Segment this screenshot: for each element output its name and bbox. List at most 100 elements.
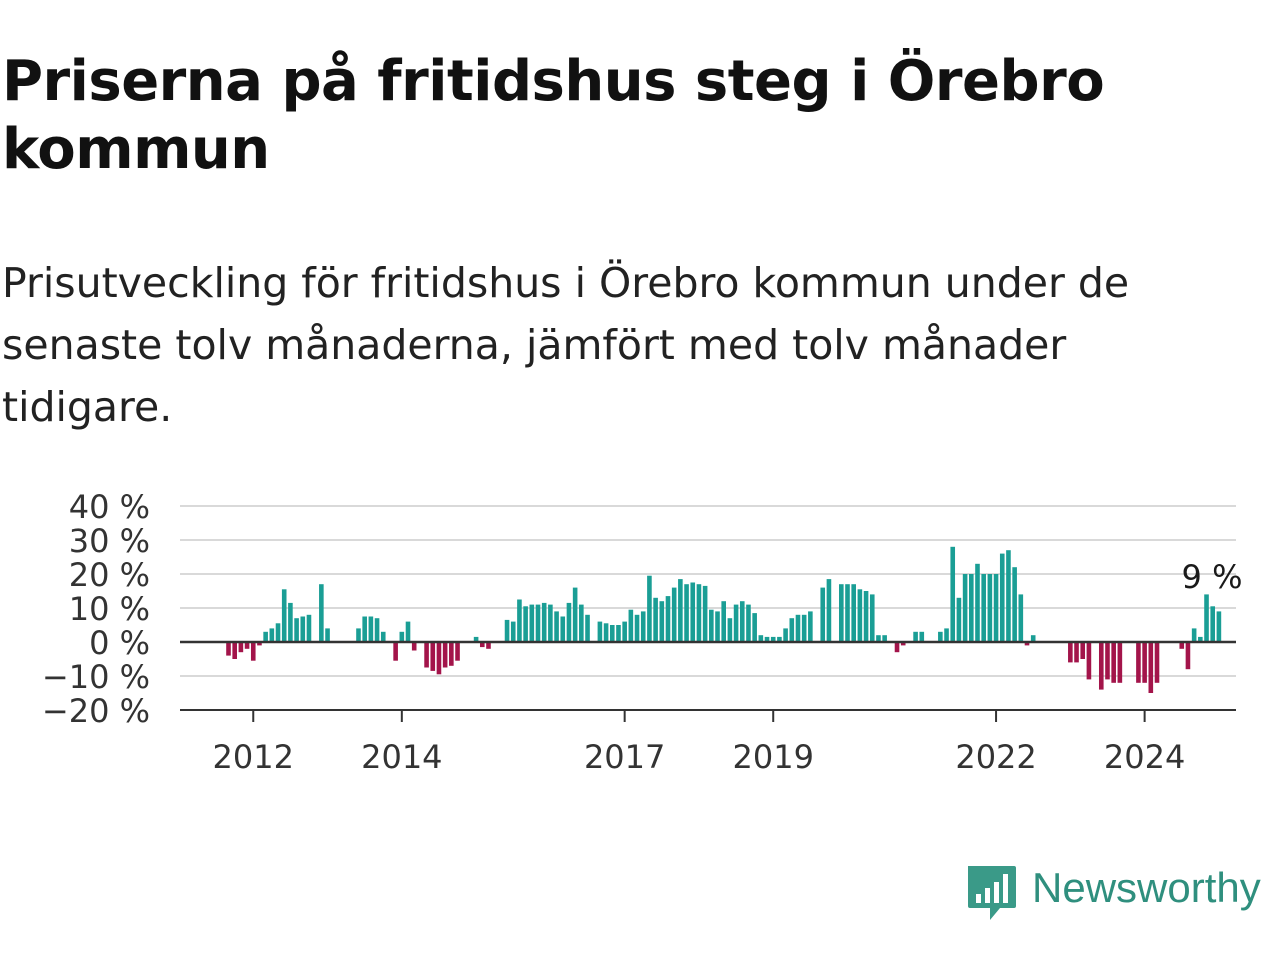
newsworthy-logo-icon [968,866,1016,920]
bar [1068,642,1073,663]
bar [993,574,999,642]
newsworthy-logo: Newsworthy [964,862,1274,926]
bar [1074,642,1079,663]
bar [999,553,1005,642]
bar [1111,642,1116,683]
bar [1204,594,1209,642]
bar [380,631,386,642]
bar [566,602,572,642]
bar [226,642,231,656]
bar [449,642,454,666]
bar [634,614,640,642]
x-tick-label: 2022 [955,738,1036,776]
bar [671,587,677,642]
bar [585,614,590,642]
bar [653,597,658,642]
bar [857,589,863,642]
bar [1098,642,1104,690]
bar [436,642,442,675]
x-tick-label: 2019 [733,738,814,776]
bar [424,642,429,668]
y-axis-labels: 40 %30 %20 %10 %0 %−10 %−20 % [42,488,150,730]
bar [250,642,256,661]
bar [603,623,609,642]
bar [535,604,541,642]
y-tick-label: −20 % [42,692,150,730]
bar [486,642,491,649]
bar [820,587,826,642]
bar [702,585,708,642]
bar [430,642,436,671]
bar [851,584,856,642]
bar [473,636,479,642]
bar [739,601,745,642]
bar [746,604,751,642]
bar [808,611,813,642]
bar [839,584,844,642]
bar [876,635,881,642]
bar [900,642,906,646]
bar [777,636,782,642]
bar [696,584,702,642]
y-tick-label: 30 % [69,522,150,560]
bar [1216,611,1222,642]
bar [882,635,887,642]
bar [770,636,776,642]
bar [541,602,547,642]
bar [609,625,615,642]
bar [356,628,361,642]
bar [1142,642,1147,683]
bar [306,614,312,642]
bar [479,642,485,648]
bar [715,611,720,642]
bar [727,618,733,642]
bar [678,579,683,642]
bars [226,546,1222,693]
bar [1198,636,1203,642]
x-tick-label: 2012 [213,738,294,776]
bar [399,631,405,642]
bar [554,611,559,642]
bar [684,584,689,642]
bar-chart: 40 %30 %20 %10 %0 %−10 %−20 % 2012 2014 20… [42,488,1243,776]
bar [894,642,900,653]
bar [504,619,510,642]
bar [579,604,584,642]
bar [1086,642,1092,680]
bar [510,621,516,642]
bar [758,635,764,642]
bar [1191,628,1197,642]
bar [1179,642,1185,649]
bar [733,604,739,642]
bar [919,631,925,642]
bar [393,642,398,661]
y-tick-label: 0 % [89,624,150,662]
bar [529,604,535,642]
bar [281,589,287,642]
bar [987,574,993,642]
bar [659,601,665,642]
y-tick-label: 40 % [69,488,150,526]
bar [238,642,244,653]
bar [956,597,962,642]
bar [1154,642,1160,683]
bar [783,628,788,642]
bar [1148,642,1154,693]
y-tick-label: 10 % [69,590,150,628]
bar [517,599,522,642]
bar [1210,606,1216,642]
y-tick-label: −10 % [42,658,150,696]
bar [640,611,646,642]
bar [362,616,367,642]
y-tick-label: 20 % [69,556,150,594]
bar [863,591,869,642]
bar [560,616,566,642]
bar [938,631,943,642]
bar [405,621,411,642]
newsworthy-logo-text: Newsworthy [1032,864,1261,911]
bar [1136,642,1141,683]
bar [795,614,801,642]
bar [523,606,528,642]
bar [709,609,714,642]
bar [845,584,850,642]
